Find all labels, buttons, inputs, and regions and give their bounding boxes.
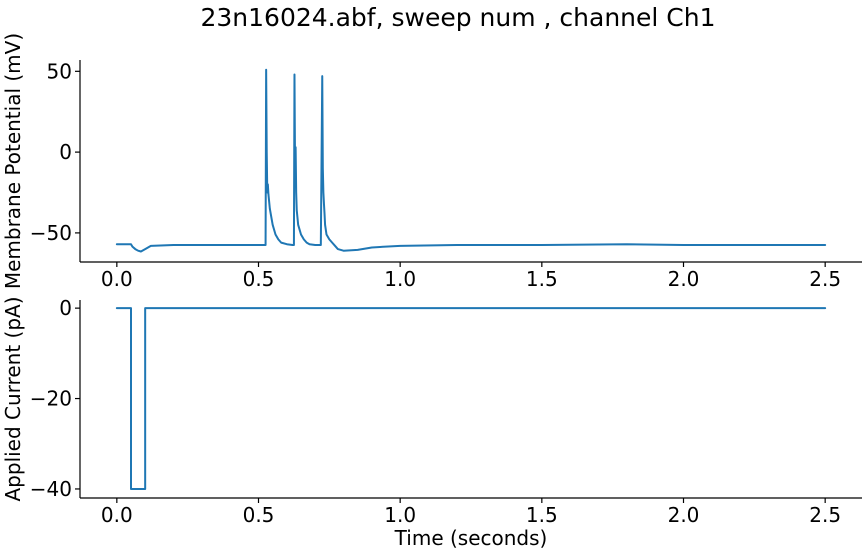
y-axis-label: Membrane Potential (mV) [1,33,25,289]
y-tick-label: 50 [47,59,72,83]
y-tick-label: −50 [30,221,72,245]
x-axis-label: Time (seconds) [394,526,548,550]
y-tick-label: −20 [30,387,72,411]
y-tick-label: −40 [30,477,72,501]
x-tick-label: 1.0 [384,267,416,291]
x-tick-label: 0.0 [101,267,133,291]
x-tick-label: 1.0 [384,503,416,527]
x-tick-label: 2.5 [809,503,841,527]
x-tick-label: 2.0 [668,503,700,527]
figure-title: 23n16024.abf, sweep num , channel Ch1 [200,3,715,32]
x-tick-label: 0.5 [243,503,275,527]
applied-current-panel: 0.0 0.5 1.0 1.5 2.0 2.5 −40 −20 0 Applied Current… [1,296,862,550]
y-axis-label: Applied Current (pA) [1,297,25,502]
x-tick-label: 1.5 [526,267,558,291]
x-tick-label: 2.0 [668,267,700,291]
y-tick-label: 0 [59,140,72,164]
x-tick-label: 0.5 [243,267,275,291]
trace-line [115,307,827,490]
x-tick-label: 1.5 [526,503,558,527]
x-tick-label: 0.0 [101,503,133,527]
trace-line [115,68,827,253]
x-tick-label: 2.5 [809,267,841,291]
y-tick-label: 0 [59,296,72,320]
membrane-potential-panel: 0.0 0.5 1.0 1.5 2.0 2.5 −50 0 50 Membrane Potenti… [1,33,862,291]
